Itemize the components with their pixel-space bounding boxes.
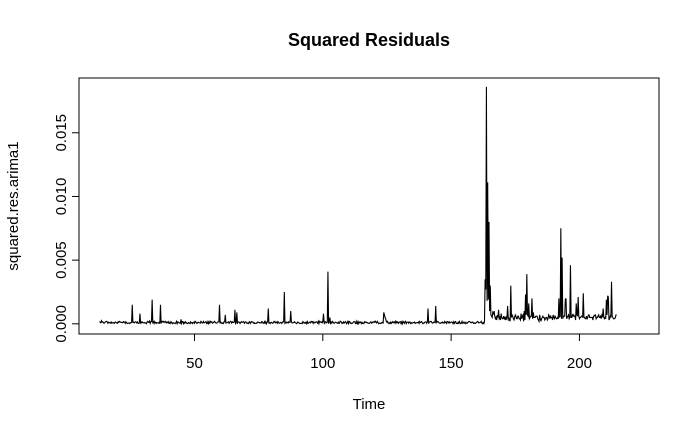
y-tick-label: 0.010: [53, 178, 70, 216]
x-tick-label: 200: [567, 355, 592, 372]
x-axis-label: Time: [353, 396, 386, 413]
x-tick-label: 150: [439, 355, 464, 372]
y-tick-label: 0.005: [53, 241, 70, 279]
x-tick-label: 50: [186, 355, 203, 372]
y-axis-label: squared.res.arima1: [5, 141, 22, 270]
x-axis: 50 100 150 200: [186, 334, 592, 372]
y-axis: 0.000 0.005 0.010 0.015: [53, 114, 79, 343]
y-tick-label: 0.000: [53, 305, 70, 343]
x-tick-label: 100: [310, 355, 335, 372]
chart-title: Squared Residuals: [288, 30, 450, 50]
series-line-squared-residuals: [99, 86, 617, 326]
plot-frame: [78, 77, 660, 335]
y-tick-label: 0.015: [53, 114, 70, 152]
